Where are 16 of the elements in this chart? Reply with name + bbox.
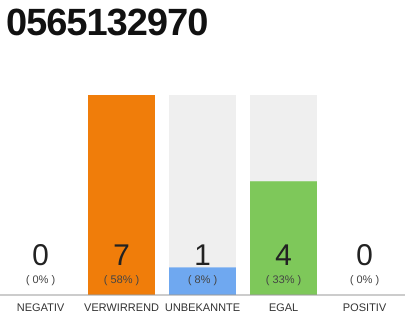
data-label: ( 0% ): [350, 274, 380, 286]
annotation: 0: [356, 239, 373, 272]
data-label: ( 8% ): [188, 274, 218, 286]
annotation: 7: [113, 239, 130, 272]
annotation: 4: [275, 239, 292, 272]
x-tick-label: UNBEKANNTE: [164, 302, 240, 314]
x-tick-label: EGAL: [268, 302, 298, 314]
data-label: ( 0% ): [26, 274, 56, 286]
x-tick-label: POSITIV: [342, 302, 387, 314]
chart-title: 0565132970: [6, 2, 208, 45]
data-label: ( 58% ): [104, 274, 140, 286]
x-tick-label: VERWIRREND: [84, 302, 160, 314]
x-tick-label: NEGATIV: [16, 302, 65, 314]
annotation: 0: [32, 239, 49, 272]
data-label: ( 33% ): [266, 274, 302, 286]
annotation: 1: [194, 239, 211, 272]
